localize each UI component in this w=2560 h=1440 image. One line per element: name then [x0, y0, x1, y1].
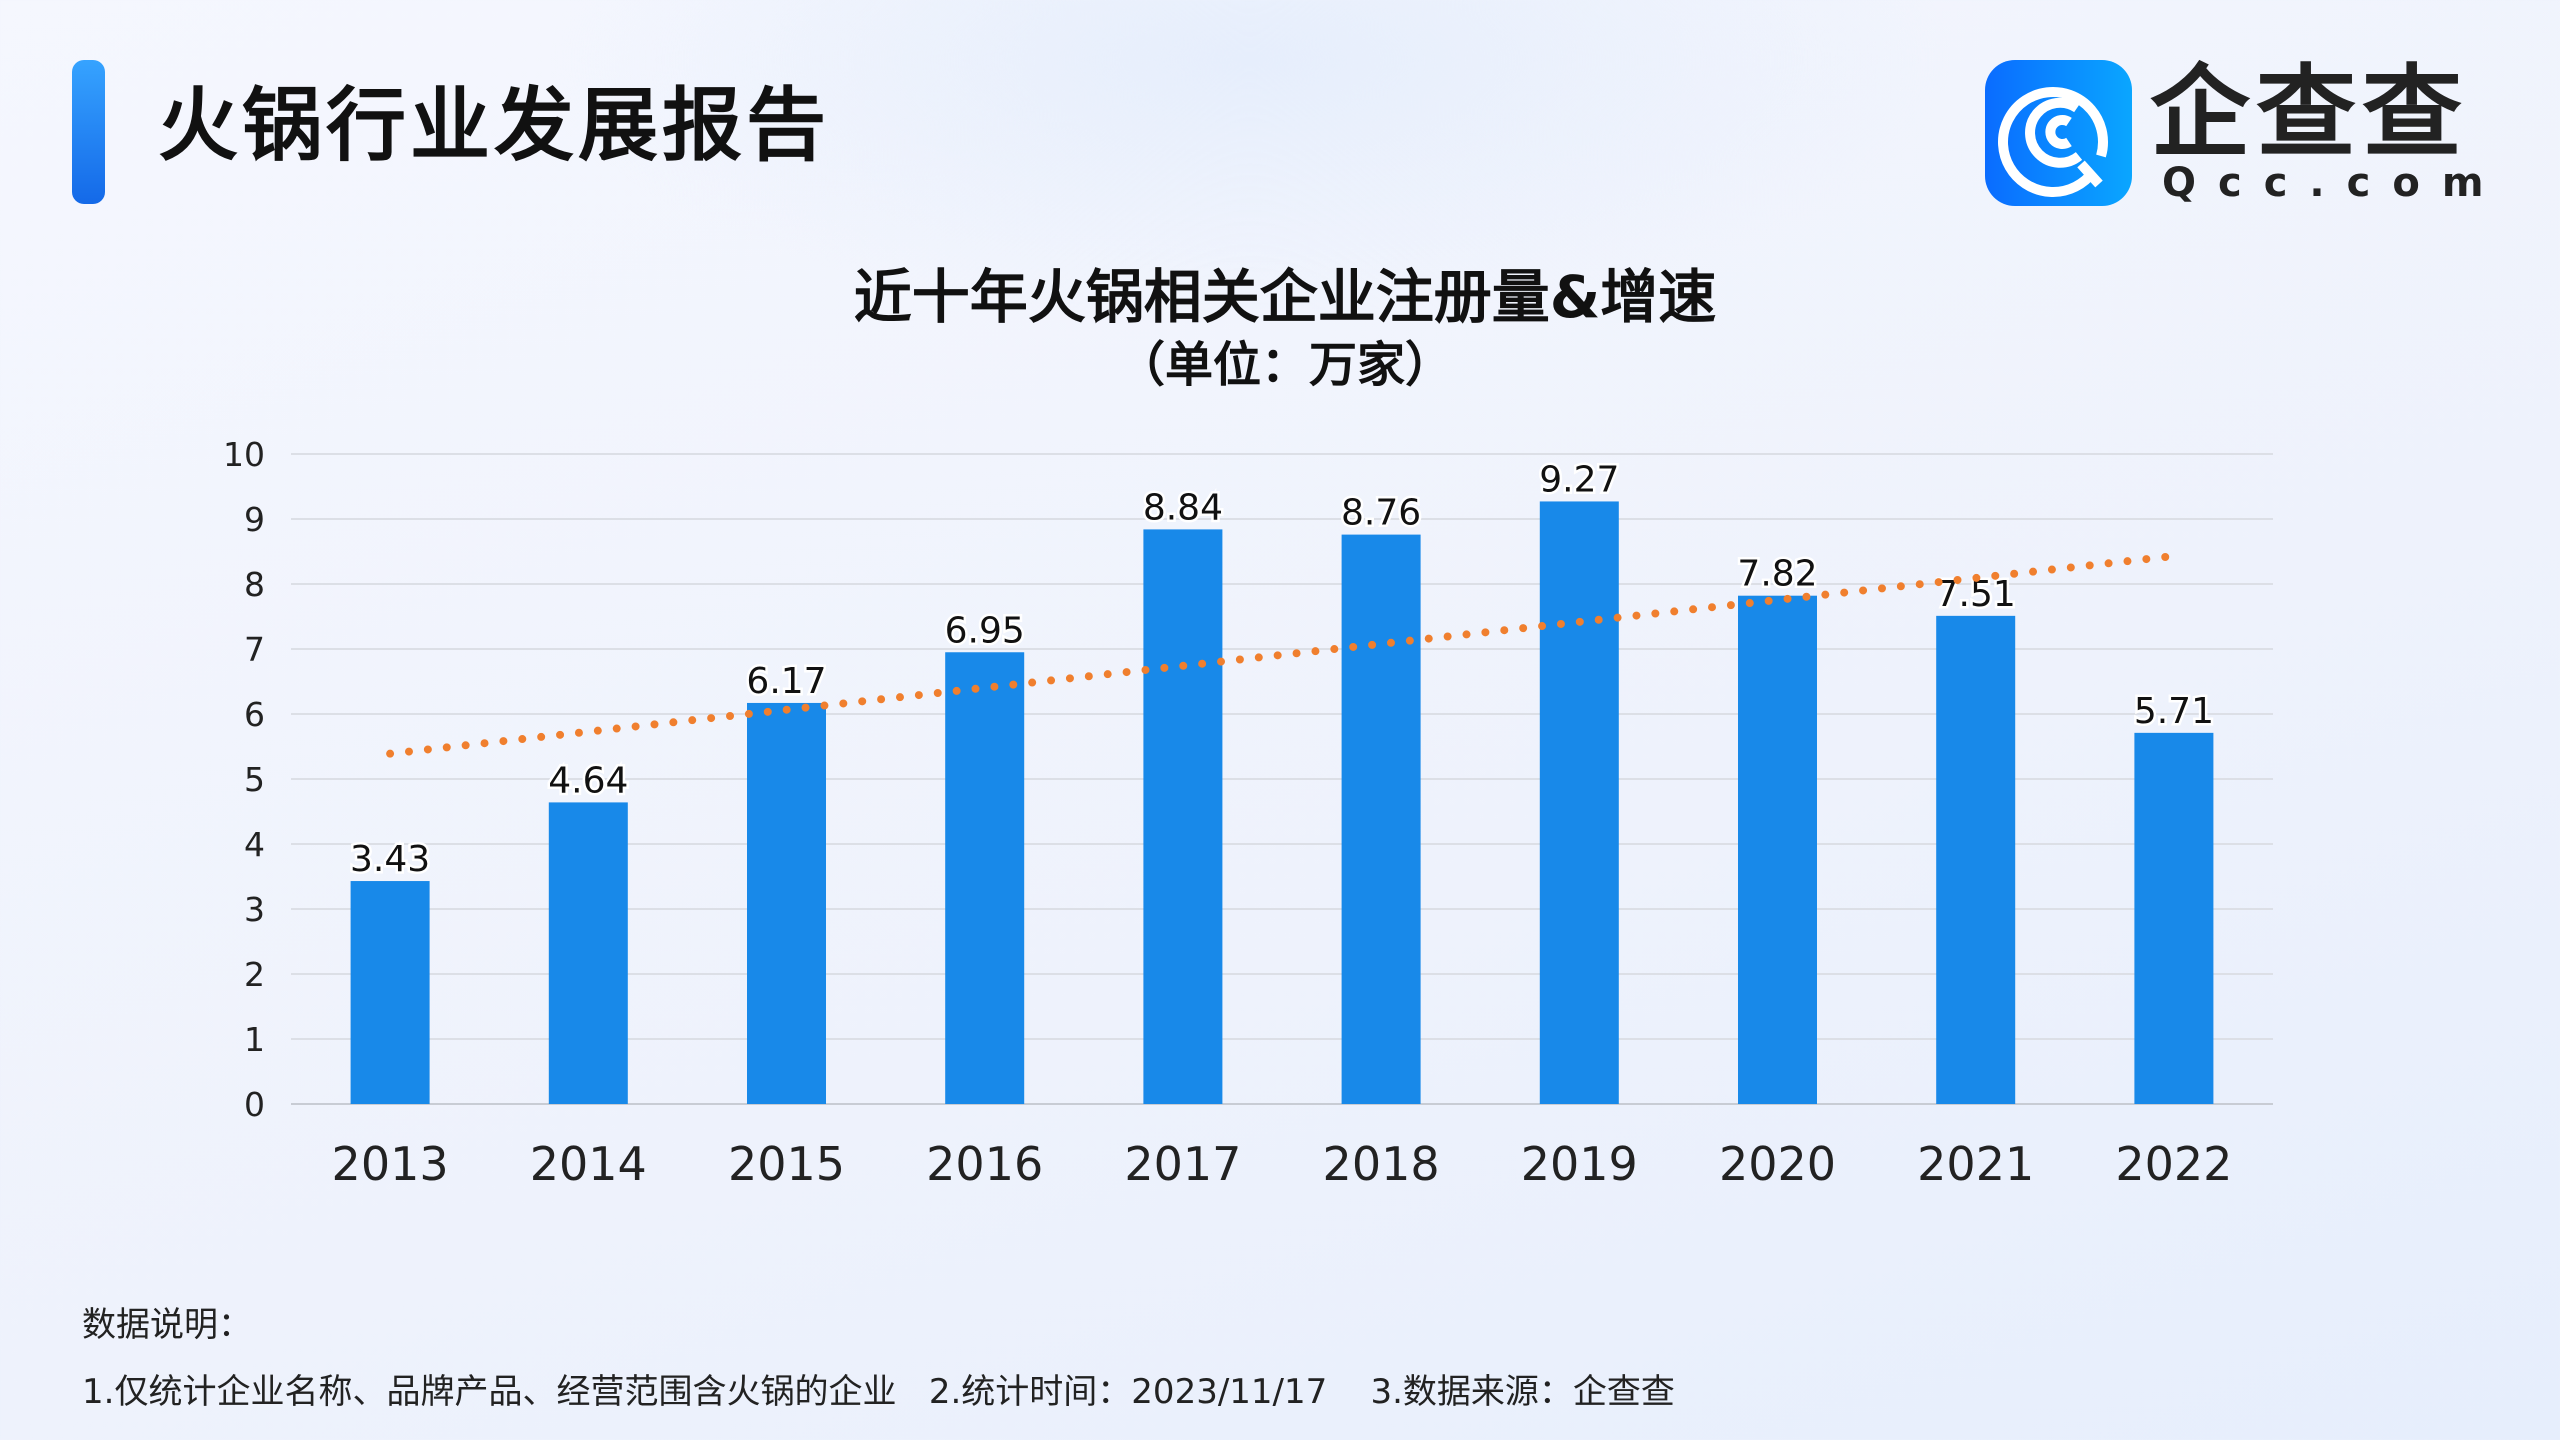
chart-title: 近十年火锅相关企业注册量&增速: [853, 263, 1717, 331]
qcc-logo-icon: [1985, 60, 2132, 206]
bar: [548, 802, 628, 1104]
y-tick-label: 9: [244, 500, 265, 539]
notes-line: 1.仅统计企业名称、品牌产品、经营范围含火锅的企业 2.统计时间：2023/11…: [82, 1372, 1675, 1412]
data-label: 7.82: [1737, 554, 1817, 595]
chart-subtitle: （单位：万家）: [1116, 337, 1453, 393]
y-tick-label: 3: [244, 890, 265, 929]
bar: [1936, 615, 2016, 1104]
bar: [2134, 732, 2214, 1104]
logo-wordmark: 企查查: [2150, 54, 2468, 171]
bar: [1341, 534, 1421, 1104]
logo-domain: Qcc.com: [2162, 160, 2506, 206]
data-label: 4.64: [548, 760, 628, 801]
page-title: 火锅行业发展报告: [158, 79, 830, 172]
bar: [945, 652, 1025, 1104]
x-tick-label: 2013: [332, 1137, 449, 1191]
y-tick-label: 6: [244, 695, 265, 734]
data-label: 6.95: [945, 610, 1025, 651]
notes-heading: 数据说明：: [82, 1305, 252, 1345]
data-label: 3.43: [350, 839, 430, 880]
data-label: 5.71: [2134, 691, 2214, 732]
x-tick-label: 2014: [530, 1137, 647, 1191]
x-tick-label: 2021: [1917, 1137, 2034, 1191]
bar: [1738, 595, 1817, 1104]
bar: [1539, 501, 1619, 1104]
x-tick-label: 2019: [1521, 1137, 1638, 1191]
x-tick-label: 2020: [1719, 1137, 1836, 1191]
data-label: 8.84: [1143, 487, 1223, 528]
data-label: 6.17: [746, 661, 826, 702]
y-tick-label: 1: [244, 1020, 265, 1059]
y-tick-label: 8: [244, 565, 265, 604]
trend-line: [386, 552, 2178, 758]
x-tick-label: 2022: [2115, 1137, 2232, 1191]
qcc-logo-glyph: [1998, 87, 2108, 197]
x-tick-label: 2015: [728, 1137, 845, 1191]
y-tick-label: 2: [244, 955, 265, 994]
bar: [747, 702, 826, 1104]
y-tick-label: 0: [244, 1085, 265, 1124]
data-label: 8.76: [1341, 493, 1421, 534]
x-tick-label: 2016: [926, 1137, 1043, 1191]
x-tick-label: 2017: [1124, 1137, 1241, 1191]
bar: [1143, 529, 1223, 1104]
y-tick-label: 5: [244, 760, 265, 799]
y-tick-label: 4: [244, 825, 265, 864]
x-tick-label: 2018: [1323, 1137, 1440, 1191]
y-tick-label: 10: [223, 435, 265, 474]
data-label: 9.27: [1539, 459, 1619, 500]
bar: [350, 881, 430, 1104]
title-accent-bar: [72, 60, 105, 204]
y-tick-label: 7: [244, 630, 265, 669]
